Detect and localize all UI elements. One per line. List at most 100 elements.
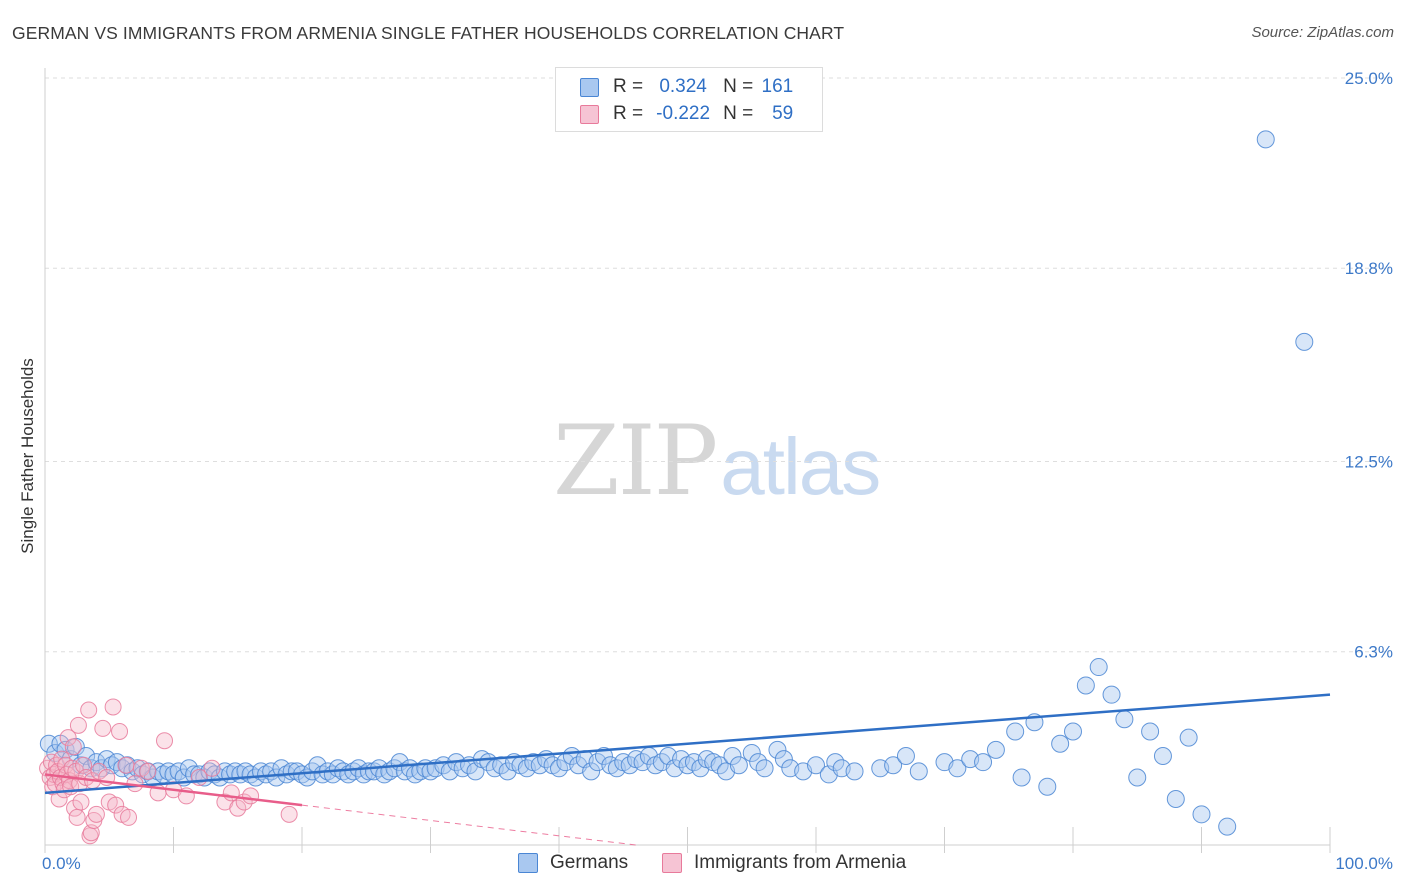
watermark: ZIPatlas [553, 405, 881, 517]
legend-r-value: -0.222 [656, 103, 711, 124]
german-points [39, 130, 1314, 836]
armenia-point [120, 808, 138, 826]
german-point [948, 759, 967, 778]
legend-row-armenia: R = -0.222 N = 59 [580, 102, 793, 126]
german-point [1256, 130, 1275, 149]
armenia-point [242, 787, 260, 805]
armenia-point [72, 793, 90, 811]
german-point [1006, 722, 1025, 741]
chart-title: GERMAN VS IMMIGRANTS FROM ARMENIA SINGLE… [12, 23, 845, 43]
german-point [1038, 777, 1057, 796]
german-point [185, 765, 204, 784]
german-point [282, 762, 301, 781]
armenia-point [64, 738, 82, 756]
german-point [159, 762, 178, 781]
german-point [406, 765, 425, 784]
legend-n-value: 161 [761, 76, 794, 97]
german-point [723, 747, 742, 766]
legend-row-germans: R = 0.324 N = 161 [580, 75, 793, 99]
legend-label-germans: Germans [550, 852, 629, 873]
german-trend-line [44, 693, 1331, 795]
gridlines [45, 77, 1390, 653]
legend-r-label: R = [613, 76, 644, 97]
armenia-point [87, 805, 105, 823]
german-point [1089, 658, 1108, 677]
german-point [328, 759, 347, 778]
german-point [896, 747, 915, 766]
german-point [1115, 710, 1134, 729]
legend-label-armenia: Immigrants from Armenia [694, 852, 907, 873]
german-point [909, 762, 928, 781]
legend-item-germans: Germans [518, 852, 628, 874]
german-point [742, 743, 761, 762]
german-point [287, 762, 306, 781]
german-point [236, 762, 255, 781]
armenia-point [111, 722, 129, 740]
chart-source: Source: ZipAtlas.com [1251, 24, 1394, 41]
x-tick-label-max: 100.0% [1335, 854, 1393, 873]
legend-r-value: 0.324 [659, 76, 707, 97]
german-point [807, 756, 825, 775]
german-point [344, 762, 363, 781]
german-point [974, 753, 993, 772]
german-point [226, 762, 245, 781]
german-point [845, 762, 864, 781]
german-point [884, 756, 903, 775]
y-tick-label: 6.3% [1354, 643, 1393, 662]
legend-swatch-armenia [580, 104, 599, 124]
german-point [768, 740, 787, 759]
german-point [1076, 676, 1095, 695]
armenia-point [139, 762, 157, 780]
german-point [1192, 805, 1211, 824]
german-point [1153, 747, 1172, 766]
german-point [395, 762, 414, 781]
legend-n-label: N = [723, 103, 754, 124]
armenia-point [229, 799, 247, 817]
german-point [46, 743, 65, 762]
armenia-point [59, 729, 77, 747]
axes [44, 68, 1331, 853]
german-point [774, 750, 793, 769]
german-point [582, 762, 601, 781]
armenia-point [117, 756, 135, 774]
watermark-atlas: atlas [720, 422, 881, 511]
german-point [1141, 722, 1160, 741]
armenia-point [68, 808, 86, 826]
y-tick-label: 18.8% [1345, 259, 1393, 278]
series-legend: Germans Immigrants from Armenia [0, 852, 1406, 876]
stats-legend: R = 0.324 N = 161 R = -0.222 N = 59 [555, 67, 823, 132]
german-point [729, 756, 748, 775]
armenia-trend-line [44, 773, 303, 807]
armenia-point [107, 796, 125, 814]
german-point [354, 765, 373, 784]
german-point [1128, 768, 1147, 787]
german-point [986, 740, 1005, 759]
german-point [1295, 332, 1314, 351]
german-point [1218, 817, 1237, 836]
watermark-zip: ZIP [553, 405, 718, 517]
german-point [1179, 728, 1198, 747]
armenia-points [39, 698, 298, 845]
armenia-point [280, 805, 298, 823]
legend-n-label: N = [723, 76, 754, 97]
armenia-point [104, 698, 122, 716]
armenia-point [80, 701, 98, 719]
german-point [92, 759, 111, 778]
german-point [411, 762, 430, 781]
german-point [308, 756, 327, 775]
legend-swatch-germans [580, 77, 599, 97]
german-point [594, 747, 613, 766]
x-tick-label-min: 0.0% [42, 854, 81, 873]
trend-lines [44, 693, 1331, 846]
german-point [1102, 685, 1121, 704]
armenia-trend-extension [301, 804, 637, 846]
tick-labels: 25.0% 18.8% 12.5% 6.3% 0.0% 100.0% [42, 69, 1393, 873]
legend-item-armenia: Immigrants from Armenia [662, 852, 906, 874]
german-point [1012, 768, 1031, 787]
german-point [1166, 789, 1185, 808]
y-tick-label: 12.5% [1345, 453, 1393, 472]
legend-r-label: R = [613, 103, 644, 124]
german-point [267, 768, 286, 787]
german-point [149, 762, 168, 781]
